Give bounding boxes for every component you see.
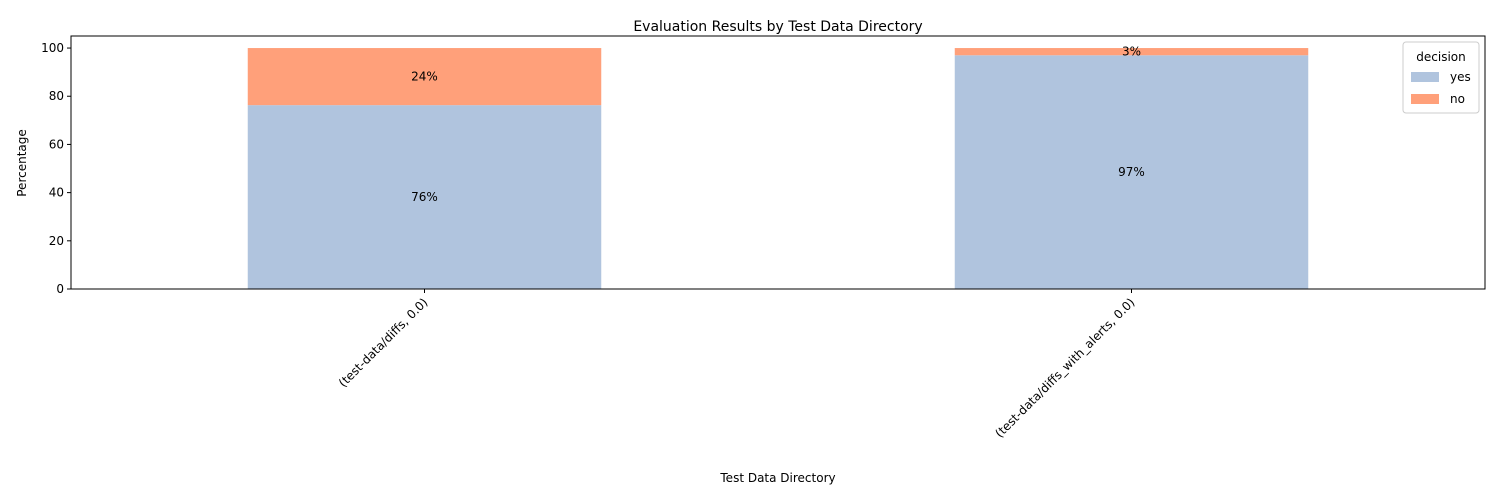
data-label-yes-1: 97% — [1118, 165, 1145, 179]
chart-title: Evaluation Results by Test Data Director… — [633, 19, 922, 35]
legend-label-yes: yes — [1450, 70, 1471, 84]
plot-area: 76% 24% 97% 3% — [247, 45, 1309, 290]
legend-label-no: no — [1450, 92, 1465, 106]
x-tick-label: (test-data/diffs, 0.0) — [336, 295, 431, 390]
legend: decision yes no — [1402, 41, 1480, 114]
legend-title: decision — [1416, 50, 1465, 64]
y-tick-label: 100 — [41, 41, 64, 55]
x-axis: (test-data/diffs, 0.0) (test-data/diffs_w… — [336, 289, 1138, 440]
x-axis-label: Test Data Directory — [719, 471, 835, 485]
data-label-yes-0: 76% — [411, 190, 438, 204]
y-tick-label: 20 — [49, 234, 64, 248]
x-tick-label: (test-data/diffs_with_alerts, 0.0) — [992, 295, 1137, 440]
legend-swatch-no — [1411, 94, 1439, 104]
y-axis: 0 20 40 60 80 100 — [41, 41, 71, 296]
y-tick-label: 40 — [49, 186, 64, 200]
bar-no-1 — [954, 48, 1309, 56]
data-label-no-1: 3% — [1122, 45, 1141, 59]
bar-yes-1 — [954, 55, 1309, 290]
data-label-no-0: 24% — [411, 70, 438, 84]
y-tick-label: 60 — [49, 137, 64, 151]
legend-swatch-yes — [1411, 72, 1439, 82]
y-tick-label: 80 — [49, 89, 64, 103]
plot-frame — [70, 35, 1486, 290]
y-axis-label: Percentage — [15, 129, 29, 197]
bar-yes-0 — [247, 105, 602, 289]
y-tick-label: 0 — [56, 282, 64, 296]
bar-no-0 — [247, 48, 602, 106]
